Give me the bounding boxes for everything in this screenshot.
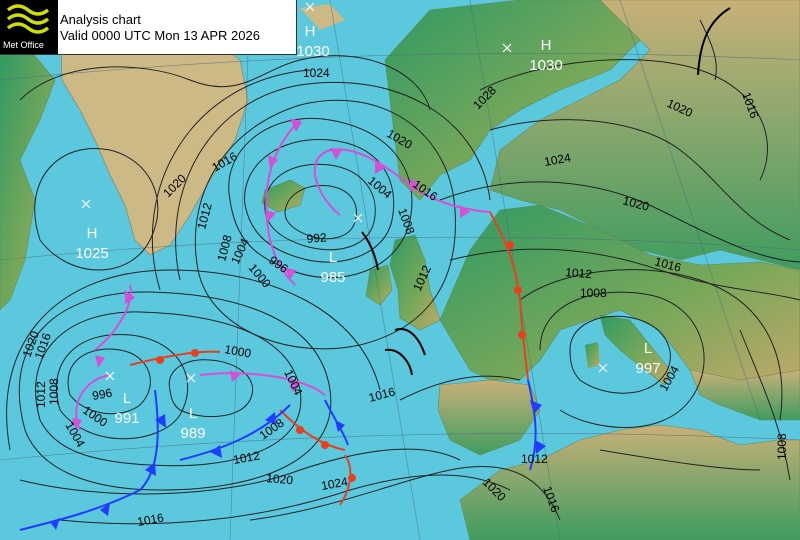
isobar-label: 1020 bbox=[621, 193, 651, 214]
valid-time: Valid 0000 UTC Mon 13 APR 2026 bbox=[60, 28, 260, 43]
met-office-logo: Met Office bbox=[0, 0, 58, 54]
h-greenland-letter: H bbox=[87, 225, 98, 242]
isobar-label: 1008 bbox=[47, 378, 61, 405]
isobar-label: 1008 bbox=[775, 433, 789, 460]
isobar-label: 1024 bbox=[320, 474, 349, 492]
isobar-label: 1016 bbox=[653, 254, 683, 275]
occluded-front-iceland-2 bbox=[265, 119, 301, 286]
isobar-label: 996 bbox=[91, 386, 113, 403]
isobar-label: 1012 bbox=[232, 448, 261, 466]
isobar-label: 1024 bbox=[543, 150, 572, 168]
h-nw-letter: H bbox=[305, 23, 316, 40]
isobar-label: 1016 bbox=[136, 510, 165, 528]
occluded-front-iceland bbox=[313, 148, 491, 216]
l-iceland-value: 985 bbox=[320, 269, 345, 286]
logo-label: Met Office bbox=[3, 40, 44, 50]
warm-front-europe bbox=[489, 211, 529, 381]
isobars bbox=[6, 19, 800, 525]
arctic-canada bbox=[0, 49, 56, 311]
ireland bbox=[365, 264, 393, 306]
l-mediterranean-value: 997 bbox=[635, 360, 660, 377]
isobar-label: 1020 bbox=[266, 471, 294, 487]
l-atlantic-west-letter: L bbox=[123, 390, 131, 407]
chart-header: Met Office Analysis chart Valid 0000 UTC… bbox=[0, 0, 297, 55]
sardinia bbox=[585, 342, 600, 368]
h-nw-value: 1030 bbox=[296, 43, 329, 60]
scandinavia bbox=[384, 0, 641, 201]
isobar-label: 1012 bbox=[565, 265, 593, 281]
isobar-label: 1016 bbox=[367, 384, 397, 405]
isobar-label: 1008 bbox=[214, 233, 235, 263]
russia bbox=[489, 0, 800, 271]
isobar-label: 1012 bbox=[194, 201, 215, 231]
isobar-label: 1000 bbox=[223, 342, 252, 360]
isobar-label: 1008 bbox=[580, 286, 607, 300]
pressure-centres: H 1025 H 1030 H 1030 L 985 L 991 L 989 L… bbox=[75, 23, 660, 442]
troughs bbox=[361, 7, 731, 376]
l-atlantic-east-value: 989 bbox=[180, 425, 205, 442]
l-mediterranean-letter: L bbox=[644, 340, 652, 357]
l-atlantic-west-value: 991 bbox=[114, 410, 139, 427]
isobar-label: 1012 bbox=[34, 381, 48, 408]
iberia bbox=[437, 379, 541, 456]
italy bbox=[599, 314, 671, 386]
h-greenland-value: 1025 bbox=[75, 245, 108, 262]
h-scandinavia-value: 1030 bbox=[529, 57, 562, 74]
iceland bbox=[261, 179, 306, 213]
great-britain bbox=[389, 234, 441, 331]
h-scandinavia-letter: H bbox=[541, 37, 552, 54]
l-atlantic-east-letter: L bbox=[189, 405, 197, 422]
logo-wave-icon bbox=[6, 4, 50, 34]
cold-front-iberia bbox=[527, 379, 537, 471]
centre-markers bbox=[81, 2, 608, 383]
chart-title: Analysis chart bbox=[60, 12, 141, 27]
isobar-labels: 1024 1028 1020 1024 1020 1016 1012 1008 … bbox=[20, 66, 789, 529]
isobar-label: 992 bbox=[306, 230, 327, 246]
l-iceland-letter: L bbox=[329, 249, 337, 266]
north-africa bbox=[459, 424, 800, 540]
front-symbols bbox=[50, 118, 546, 530]
isobar-label: 1024 bbox=[303, 66, 330, 80]
isobar-label: 1012 bbox=[521, 452, 548, 466]
